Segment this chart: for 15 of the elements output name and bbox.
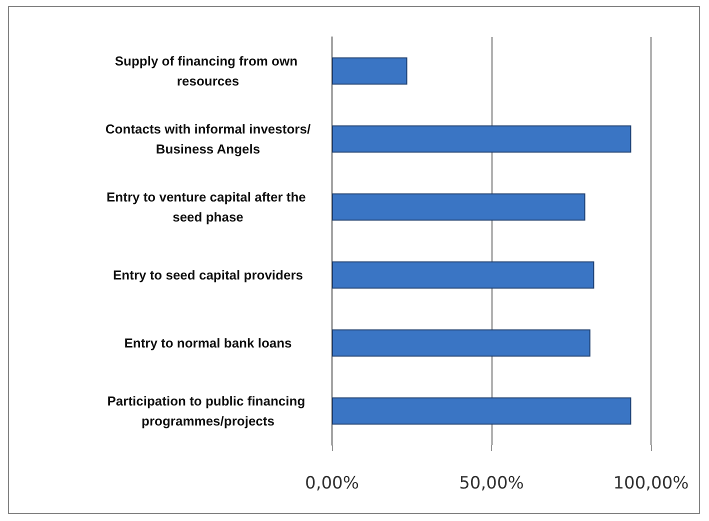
y-tick-label: Entry to normal bank loans <box>124 336 292 350</box>
bar <box>332 397 632 425</box>
y-tick-label: Entry to seed capital providers <box>112 268 304 282</box>
y-tick-label: Entry to venture capital after the seed phase <box>106 190 310 224</box>
bar <box>332 193 586 221</box>
bar <box>332 57 408 85</box>
y-tick-label: Supply of financing from own resources <box>114 54 302 88</box>
y-tick-label: Participation to public financing programmes/projects <box>107 394 309 428</box>
bar <box>332 329 590 357</box>
bar <box>332 261 594 289</box>
y-tick-label: Contacts with informal investors/Business Angels <box>105 122 311 156</box>
x-tick-label: 100,00% <box>613 474 689 494</box>
x-tick-label: 0,00% <box>304 474 360 494</box>
bar <box>332 125 632 153</box>
x-tick-label: 50,00% <box>459 474 524 494</box>
